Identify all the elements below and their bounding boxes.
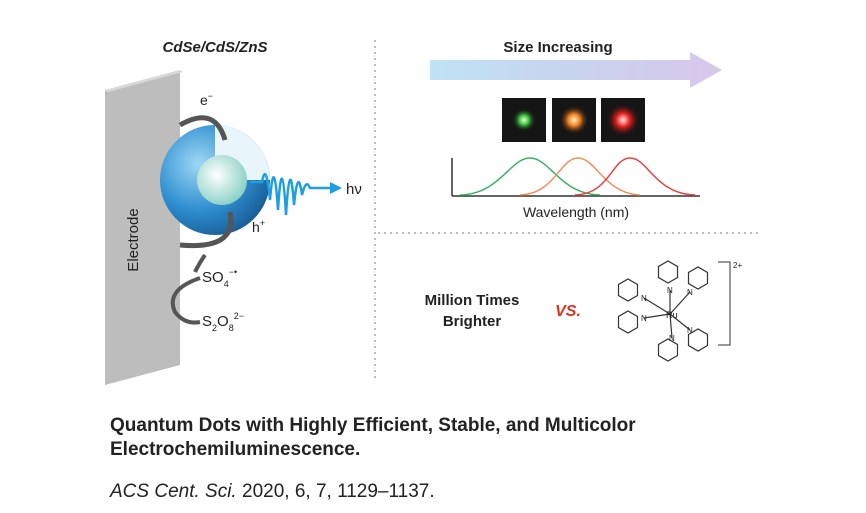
hole-arrow <box>179 211 234 249</box>
cycle-arrow <box>170 276 201 325</box>
qd-core <box>197 155 247 205</box>
pyridine-ring <box>617 310 639 334</box>
pyridine-ring <box>687 266 709 290</box>
x-axis-label: Wavelength (nm) <box>523 204 629 220</box>
radical-label: SO4−• <box>202 267 237 289</box>
electrode <box>105 70 180 385</box>
charge-label: 2+ <box>733 261 742 270</box>
caption-title: Quantum Dots with Highly Efficient, Stab… <box>110 415 636 436</box>
nitrogen-label: N <box>687 288 693 297</box>
bond <box>669 313 691 331</box>
spectrum-green <box>459 157 601 196</box>
radical-arrow <box>193 253 207 273</box>
bond <box>669 291 691 315</box>
claim-line: Million Times <box>425 292 520 309</box>
metal-label: Ru <box>666 310 678 320</box>
versus-label: VS. <box>555 303 581 320</box>
electrode-label: Electrode <box>125 208 142 271</box>
pyridine-ring <box>657 260 679 284</box>
qd-glow-green <box>512 108 536 132</box>
coreactant-label: S2O82− <box>202 311 244 333</box>
caption-title: Electrochemiluminescence. <box>110 439 360 460</box>
emission-wave <box>250 172 330 216</box>
pyridine-ring <box>687 328 709 352</box>
electron-label: e− <box>200 91 213 108</box>
nitrogen-label: N <box>687 326 693 335</box>
pyridine-ring <box>617 278 639 302</box>
bond <box>643 313 671 319</box>
ru-complex <box>617 260 709 362</box>
qd-glow-red <box>606 103 640 137</box>
nitrogen-label: N <box>669 334 675 343</box>
hole-label: h+ <box>252 218 265 235</box>
nitrogen-label: N <box>667 286 673 295</box>
emission-arrowhead <box>330 182 342 194</box>
nitrogen-label: N <box>641 294 647 303</box>
emission-label: hν <box>346 181 362 198</box>
spectrum-orange <box>519 157 641 196</box>
pyridine-ring <box>657 338 679 362</box>
citation: ACS Cent. Sci. 2020, 6, 7, 1129–1137. <box>109 481 435 502</box>
spectrum-red <box>574 157 696 196</box>
qd-glow-orange <box>559 105 589 135</box>
bond <box>643 297 671 315</box>
electron-arrow <box>178 115 228 141</box>
arrow-label: Size Increasing <box>503 39 612 56</box>
electrode-edge <box>105 70 183 92</box>
size-arrow <box>430 52 722 88</box>
claim-line: Brighter <box>443 313 502 330</box>
bond <box>669 313 673 339</box>
material-label: CdSe/CdS/ZnS <box>162 39 267 56</box>
nitrogen-label: N <box>641 314 647 323</box>
charge-bracket <box>718 261 731 346</box>
